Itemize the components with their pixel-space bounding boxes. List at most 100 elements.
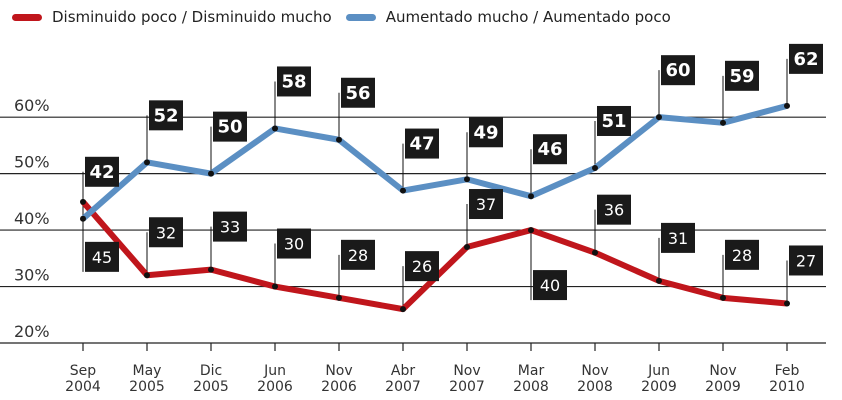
point [528, 193, 534, 200]
x-tick-label: Jun 2009 [641, 363, 677, 395]
value-label: 28 [348, 246, 368, 265]
x-tick-label: May 2005 [129, 363, 165, 395]
label-box [85, 156, 119, 187]
label-box [213, 211, 247, 242]
label-box [597, 194, 631, 225]
value-label: 26 [412, 257, 432, 276]
label-box [469, 189, 503, 220]
x-tick-label: Feb 2010 [769, 363, 805, 395]
value-label: 28 [732, 246, 752, 265]
point [592, 249, 598, 256]
x-tick-label: Sep 2004 [65, 363, 101, 395]
legend-swatch [12, 13, 42, 21]
x-tick-label: Mar 2008 [513, 363, 549, 395]
point [80, 198, 86, 205]
y-tick-label: 40% [14, 209, 50, 228]
label-box [405, 128, 439, 159]
point [272, 125, 278, 132]
legend-item: Aumentado mucho / Aumentado poco [345, 8, 671, 26]
point [528, 227, 534, 234]
connectors [82, 58, 788, 310]
label-box [149, 217, 183, 248]
value-label: 31 [668, 229, 688, 248]
point [400, 187, 406, 194]
value-label: 46 [537, 139, 562, 160]
label-box [725, 60, 759, 91]
point [656, 114, 662, 121]
legend-item: Disminuido poco / Disminuido mucho [12, 8, 332, 26]
series-line [81, 102, 788, 222]
x-tick-label: Nov 2008 [577, 363, 613, 395]
label-box [341, 77, 375, 108]
label-box [277, 228, 311, 259]
point [784, 102, 790, 109]
value-label: 30 [284, 235, 304, 254]
point [144, 159, 150, 166]
value-label: 60 [665, 60, 690, 81]
x-tick-label: Nov 2006 [321, 363, 357, 395]
y-tick-label: 30% [14, 266, 50, 285]
value-label: 33 [220, 218, 240, 237]
value-label: 59 [729, 66, 754, 87]
x-tick-label: Nov 2009 [705, 363, 741, 395]
legend-swatch [345, 13, 376, 21]
label-box [661, 55, 695, 86]
point [208, 266, 214, 273]
point [208, 170, 214, 177]
point [80, 215, 86, 222]
value-label: 37 [476, 195, 496, 214]
label-box [149, 100, 183, 131]
label-box [725, 239, 759, 270]
y-tick-label: 60% [14, 96, 50, 115]
value-labels: 45 32 33 30 28 26 37 40 36 31 28 27 42 52 50 58 56 47 49 46… [85, 43, 823, 301]
y-tick-label: 20% [14, 322, 50, 341]
point [144, 272, 150, 279]
x-tick-label: Abr 2007 [385, 363, 421, 395]
value-label: 45 [92, 248, 112, 267]
point [464, 176, 470, 183]
point [720, 119, 726, 126]
label-box [405, 251, 439, 282]
label-box [533, 134, 567, 165]
value-label: 58 [281, 71, 306, 92]
value-label: 27 [796, 251, 816, 270]
legend-label: Disminuido poco / Disminuido mucho [52, 8, 332, 26]
y-tick-label: 50% [14, 153, 50, 172]
value-label: 51 [601, 111, 626, 132]
label-box [789, 43, 823, 74]
value-label: 47 [409, 134, 434, 155]
label-box [85, 241, 119, 272]
label-box [277, 66, 311, 97]
x-tick-label: Jun 2006 [257, 363, 293, 395]
value-label: 42 [89, 162, 114, 183]
point [592, 164, 598, 171]
point [336, 294, 342, 301]
legend-label: Aumentado mucho / Aumentado poco [385, 8, 671, 26]
point [400, 306, 406, 313]
point [720, 294, 726, 301]
point [656, 277, 662, 284]
value-label: 40 [540, 276, 560, 295]
x-tick-label: Nov 2007 [449, 363, 485, 395]
label-box [341, 239, 375, 270]
point [336, 136, 342, 143]
value-label: 50 [217, 117, 242, 138]
point [784, 300, 790, 307]
value-label: 56 [345, 83, 370, 104]
value-label: 32 [156, 223, 176, 242]
value-label: 62 [793, 49, 818, 70]
label-box [469, 117, 503, 148]
point [464, 244, 470, 251]
value-label: 36 [604, 201, 624, 220]
value-label: 52 [153, 105, 178, 126]
label-box [661, 222, 695, 253]
label-box [597, 105, 631, 136]
point [272, 283, 278, 290]
value-label: 49 [473, 122, 498, 143]
label-box [789, 245, 823, 276]
label-box [533, 270, 567, 301]
legend: Disminuido poco / Disminuido mucho Aument… [12, 8, 671, 26]
label-box [213, 111, 247, 142]
